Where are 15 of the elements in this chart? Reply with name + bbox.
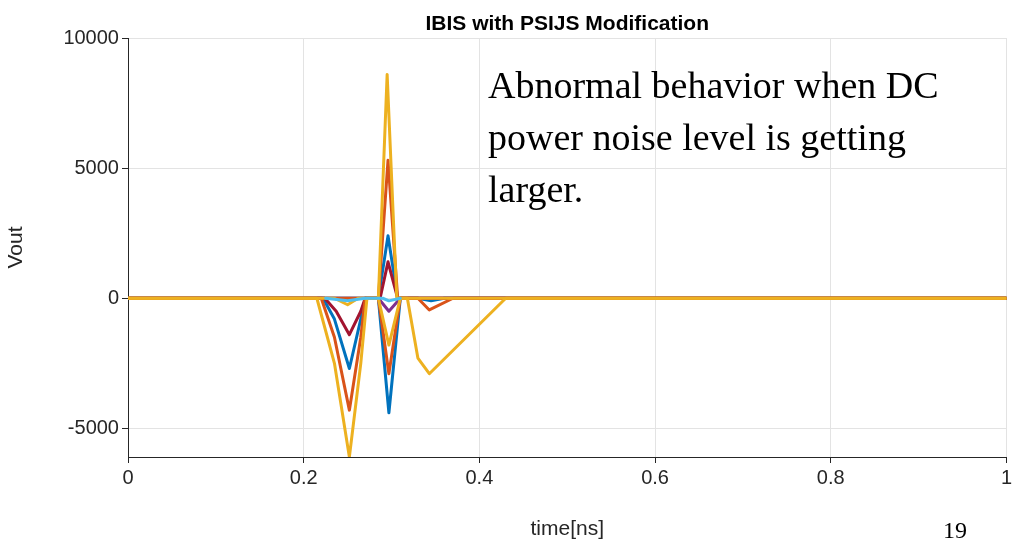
x-tick-label: 1 xyxy=(1000,465,1012,488)
x-axis-title: time[ns] xyxy=(530,516,604,540)
chart-title: IBIS with PSIJS Modification xyxy=(425,11,709,35)
y-tick-label: 10000 xyxy=(63,25,119,48)
annotation: Abnormal behavior when DC power noise level is getting larger. xyxy=(488,64,939,210)
x-tick-label: 0.4 xyxy=(465,465,494,488)
x-tick-label: 0 xyxy=(122,465,134,488)
text: 19 xyxy=(943,517,967,544)
x-tick-label: 0.6 xyxy=(641,465,669,488)
x-tick-label: 0.2 xyxy=(289,465,318,488)
y-tick-label: 0 xyxy=(107,285,119,308)
y-axis-title: Vout xyxy=(3,226,27,269)
x-tick-label: 0.8 xyxy=(816,465,845,488)
y-tick-label: 5000 xyxy=(74,155,119,178)
y-tick-label: -5000 xyxy=(67,415,119,438)
